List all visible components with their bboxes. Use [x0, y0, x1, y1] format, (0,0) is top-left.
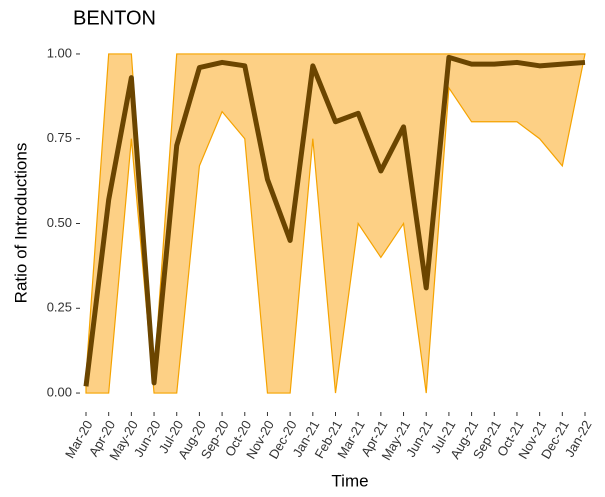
y-tick-label: 1.00: [47, 45, 72, 60]
y-tick-label: 0.25: [47, 300, 72, 315]
y-axis-label: Ratio of Introductions: [11, 143, 30, 304]
line: [83, 54, 586, 387]
x-axis-label: Time: [331, 471, 368, 490]
y-tick-label: 0.00: [47, 384, 72, 399]
y-tick-label: 0.75: [47, 130, 72, 145]
y-tick-label: 0.50: [47, 215, 72, 230]
chart-title: BENTON: [73, 7, 156, 29]
ribbon: [85, 53, 586, 394]
